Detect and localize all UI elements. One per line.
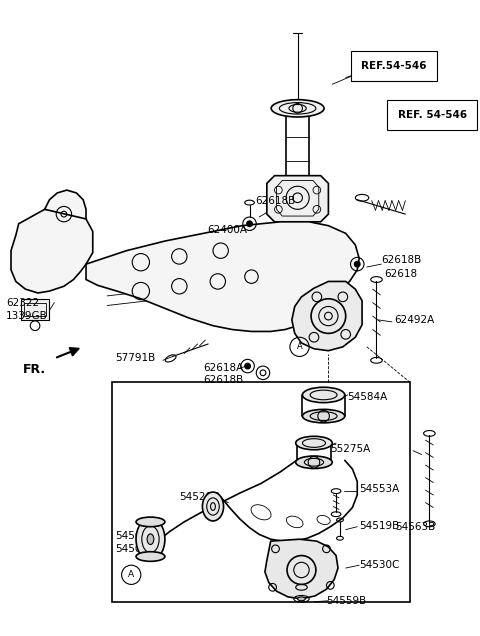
Text: 54584A: 54584A xyxy=(348,392,388,402)
Text: A: A xyxy=(297,342,302,351)
Text: 1339GB: 1339GB xyxy=(6,311,48,321)
Text: 54553A: 54553A xyxy=(359,484,399,494)
Circle shape xyxy=(247,221,252,226)
Polygon shape xyxy=(265,539,338,599)
Text: 54500: 54500 xyxy=(115,531,148,541)
Ellipse shape xyxy=(136,517,165,527)
Text: 55275A: 55275A xyxy=(330,444,371,454)
Polygon shape xyxy=(292,282,362,350)
Text: 62618B: 62618B xyxy=(204,375,244,385)
Text: A: A xyxy=(128,570,134,579)
Ellipse shape xyxy=(296,456,332,469)
Ellipse shape xyxy=(147,534,154,544)
Text: 54563B: 54563B xyxy=(395,522,435,532)
Polygon shape xyxy=(45,190,86,219)
Text: 62618: 62618 xyxy=(384,269,417,279)
Ellipse shape xyxy=(296,436,332,450)
Polygon shape xyxy=(267,176,328,222)
Text: 62618A: 62618A xyxy=(204,363,244,373)
Ellipse shape xyxy=(203,492,224,521)
Polygon shape xyxy=(21,299,49,320)
Ellipse shape xyxy=(298,597,305,601)
Ellipse shape xyxy=(271,100,324,117)
Bar xyxy=(112,382,410,602)
Bar xyxy=(24,303,46,316)
Text: REF. 54-546: REF. 54-546 xyxy=(397,110,467,120)
Text: 54559B: 54559B xyxy=(326,596,367,605)
Circle shape xyxy=(354,261,360,267)
Text: 62492A: 62492A xyxy=(394,315,434,325)
Polygon shape xyxy=(86,222,359,331)
Text: 54520C: 54520C xyxy=(180,492,220,502)
Text: REF.54-546: REF.54-546 xyxy=(361,61,427,71)
Text: 54519B: 54519B xyxy=(359,521,399,531)
Ellipse shape xyxy=(302,387,345,403)
Ellipse shape xyxy=(302,410,345,423)
Ellipse shape xyxy=(136,551,165,562)
Ellipse shape xyxy=(136,518,165,560)
Text: 62322: 62322 xyxy=(6,298,39,308)
Text: 54501A: 54501A xyxy=(115,544,155,554)
Text: 62618B: 62618B xyxy=(255,196,296,205)
Text: 62400A: 62400A xyxy=(207,225,247,235)
Text: 54530C: 54530C xyxy=(359,560,399,570)
Text: 62618B: 62618B xyxy=(381,255,421,265)
Text: FR.: FR. xyxy=(23,363,46,377)
Polygon shape xyxy=(11,209,93,293)
Circle shape xyxy=(245,363,251,369)
Text: 57791B: 57791B xyxy=(115,354,155,363)
